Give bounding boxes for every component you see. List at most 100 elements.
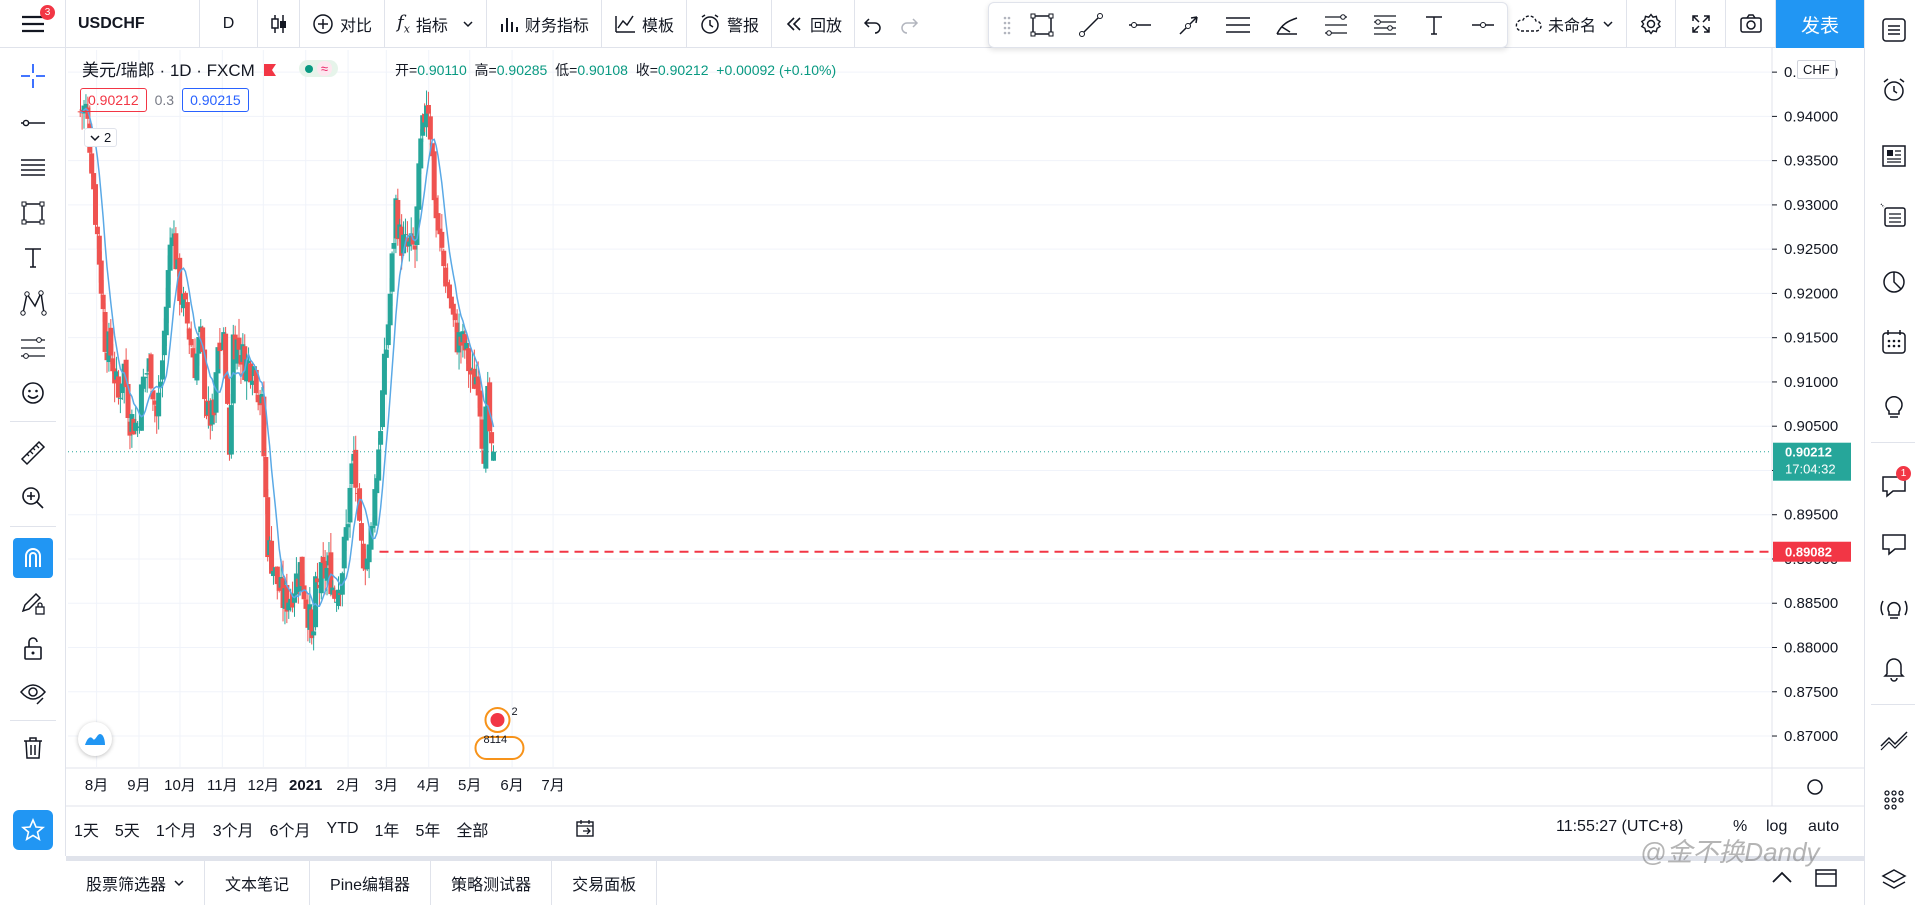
candle-body (360, 543, 366, 569)
currency-label[interactable]: CHF (1797, 60, 1836, 79)
hotlists-button[interactable] (1874, 262, 1914, 302)
data-window-button[interactable] (1874, 196, 1914, 236)
sell-button[interactable]: 0.90212 (80, 88, 147, 112)
financials-button[interactable]: 财务指标 (487, 0, 602, 48)
line-tool[interactable] (1458, 3, 1507, 47)
pitchfork-tool[interactable] (1262, 3, 1311, 47)
magnet-mode-button[interactable] (13, 538, 53, 578)
range-button[interactable]: 5天 (114, 823, 140, 840)
candle-body (100, 294, 106, 310)
chats-button[interactable]: 1 (1874, 466, 1914, 506)
settings-button[interactable] (1626, 0, 1676, 48)
crosshair-tool[interactable] (13, 56, 53, 96)
parallel-channel-tool[interactable] (1213, 3, 1262, 47)
collapse-indicators-button[interactable]: 2 (84, 128, 118, 147)
candle-body (148, 354, 154, 389)
auto-toggle[interactable]: auto (1808, 818, 1840, 835)
tradingview-logo[interactable] (78, 722, 112, 756)
text-icon (1425, 16, 1442, 35)
candle-body (468, 367, 474, 375)
percent-toggle[interactable]: % (1733, 818, 1748, 835)
redo-button[interactable] (891, 0, 927, 48)
templates-button[interactable]: 模板 (602, 0, 687, 48)
streams-button[interactable] (1874, 588, 1914, 628)
undo-button[interactable] (855, 0, 891, 48)
fullscreen-button[interactable] (1676, 0, 1726, 48)
tab-text-notes[interactable]: 文本笔记 (205, 861, 311, 905)
shapes-tool[interactable] (13, 193, 53, 233)
alert-button[interactable]: 警报 (687, 0, 772, 48)
patterns-tool[interactable] (13, 283, 53, 323)
range-button[interactable]: 1天 (74, 823, 99, 840)
interval-button[interactable]: D (200, 0, 258, 48)
candle-body (347, 487, 353, 523)
ideas-stream-button[interactable] (1874, 386, 1914, 426)
tab-trading-panel[interactable]: 交易面板 (552, 861, 658, 905)
timezone-clock[interactable]: 11:55:27 (UTC+8) (1556, 818, 1684, 835)
main-menu-button[interactable]: 3 (0, 0, 66, 48)
replay-button[interactable]: 回放 (772, 0, 855, 48)
watchlist-button[interactable] (1874, 10, 1914, 50)
order-panel-button[interactable] (1874, 720, 1914, 760)
toolbar-divider (10, 720, 56, 721)
crosshair-icon (21, 64, 45, 88)
tab-strategy-tester[interactable]: 策略测试器 (431, 861, 553, 905)
log-toggle[interactable]: log (1766, 818, 1788, 835)
fib-tool[interactable] (13, 148, 53, 188)
chart-type-button[interactable] (258, 0, 300, 48)
fib-retracement-tool[interactable] (1311, 3, 1360, 47)
notifications-button[interactable] (1874, 648, 1914, 688)
maximize-panel-button[interactable] (1814, 868, 1838, 892)
range-button[interactable]: YTD (326, 820, 359, 837)
candle-body (370, 525, 376, 529)
time-axis-label: 5月 (458, 777, 481, 794)
zoom-tool[interactable] (13, 478, 53, 518)
range-button[interactable]: 5年 (415, 823, 441, 840)
forecast-tool[interactable] (13, 328, 53, 368)
candle-body (414, 206, 420, 245)
text-tool[interactable] (1409, 3, 1458, 47)
icons-tool[interactable] (13, 373, 53, 413)
stay-in-drawing-mode-button[interactable] (13, 583, 53, 623)
alerts-button[interactable] (1874, 70, 1914, 110)
eye-icon (20, 684, 46, 705)
compare-button[interactable]: 对比 (300, 0, 386, 48)
calendar-button[interactable] (1874, 322, 1914, 362)
range-button[interactable]: 3个月 (212, 823, 254, 840)
remove-drawings-button[interactable] (13, 728, 53, 768)
dom-button[interactable] (1874, 780, 1914, 820)
drag-handle[interactable] (997, 3, 1017, 47)
symbol-search-button[interactable]: USDCHF (66, 0, 200, 48)
expand-panel-button[interactable] (1770, 868, 1794, 892)
favorites-button[interactable] (13, 810, 53, 850)
layers-button[interactable] (1874, 860, 1914, 900)
arrow-tool[interactable] (1164, 3, 1213, 47)
measure-tool[interactable] (13, 433, 53, 473)
text-tool[interactable] (13, 238, 53, 278)
snapshot-button[interactable] (1726, 0, 1776, 48)
candle-body (301, 585, 307, 600)
hide-drawings-button[interactable] (13, 673, 53, 713)
publish-button[interactable]: 发表 (1776, 0, 1864, 48)
lock-drawings-button[interactable] (13, 628, 53, 668)
current-price-label-bg (1773, 442, 1851, 481)
private-chats-button[interactable] (1874, 524, 1914, 564)
news-button[interactable] (1874, 136, 1914, 176)
rectangle-tool[interactable] (1017, 3, 1066, 47)
tab-stock-screener[interactable]: 股票筛选器 (66, 861, 206, 905)
indicators-button[interactable]: fx 指标 (385, 0, 487, 48)
range-button[interactable]: 1年 (374, 823, 400, 840)
range-button[interactable]: 1个月 (155, 823, 197, 840)
candles-icon (270, 14, 286, 33)
goto-date-button[interactable] (574, 818, 596, 844)
trendline-tool[interactable] (1066, 3, 1115, 47)
range-button[interactable]: 全部 (456, 823, 489, 840)
horizontal-ray-tool[interactable] (1115, 3, 1164, 47)
range-button[interactable]: 6个月 (269, 823, 311, 840)
buy-button[interactable]: 0.90215 (182, 88, 249, 112)
trendline-tool[interactable] (13, 103, 53, 143)
tab-pine-editor[interactable]: Pine编辑器 (310, 861, 432, 905)
fib-extension-tool[interactable] (1360, 3, 1409, 47)
layout-menu-button[interactable]: 未命名 (1502, 0, 1626, 48)
